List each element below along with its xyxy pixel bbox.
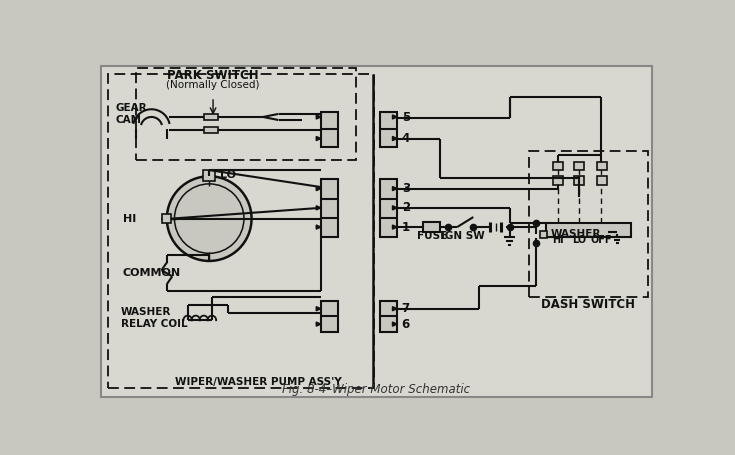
Polygon shape [392, 115, 397, 119]
Circle shape [167, 176, 251, 261]
Text: COMMON: COMMON [123, 268, 181, 278]
Bar [321, 301, 338, 332]
Text: WASHER: WASHER [551, 229, 600, 239]
Bar [553, 176, 564, 185]
Text: (Normally Closed): (Normally Closed) [166, 81, 259, 91]
Text: FUSE: FUSE [417, 231, 447, 241]
Bar [423, 222, 440, 232]
Text: 7: 7 [402, 302, 410, 315]
Polygon shape [392, 225, 397, 229]
Bar [321, 112, 338, 147]
Text: DASH SWITCH: DASH SWITCH [541, 298, 635, 311]
Bar [546, 223, 631, 237]
Bar [574, 162, 584, 170]
Polygon shape [316, 322, 321, 326]
Bar [204, 127, 218, 133]
Bar [597, 162, 606, 170]
Bar [553, 162, 564, 170]
Polygon shape [316, 187, 321, 191]
Bar [597, 176, 606, 185]
Polygon shape [392, 136, 397, 141]
Text: 4: 4 [402, 132, 410, 145]
Text: PARK SWITCH: PARK SWITCH [168, 69, 259, 82]
Bar [528, 151, 648, 297]
Text: LO: LO [220, 170, 236, 180]
Polygon shape [392, 307, 397, 311]
Text: HI: HI [552, 235, 564, 245]
Polygon shape [316, 225, 321, 229]
Polygon shape [316, 136, 321, 141]
Text: LO: LO [572, 235, 586, 245]
Polygon shape [392, 206, 397, 210]
Text: 5: 5 [402, 111, 410, 124]
Text: HI: HI [123, 213, 136, 223]
Text: 6: 6 [402, 318, 410, 331]
Text: OFF: OFF [590, 235, 612, 245]
Polygon shape [392, 187, 397, 191]
Text: 3: 3 [402, 182, 410, 195]
Text: WIPER/WASHER PUMP ASS'Y: WIPER/WASHER PUMP ASS'Y [175, 377, 341, 387]
Text: WASHER
RELAY COIL: WASHER RELAY COIL [121, 307, 187, 329]
Polygon shape [316, 206, 321, 210]
Bar [574, 176, 584, 185]
Bar [107, 74, 374, 388]
Text: GEAR
CAM: GEAR CAM [115, 103, 147, 125]
Text: 2: 2 [402, 201, 410, 214]
Text: Fig. 8-4–Wiper Motor Schematic: Fig. 8-4–Wiper Motor Schematic [282, 383, 470, 396]
Text: IGN SW: IGN SW [442, 231, 485, 241]
Bar [204, 114, 218, 120]
Bar [136, 68, 356, 160]
Bar [380, 112, 397, 147]
Text: 1: 1 [402, 221, 410, 233]
Polygon shape [392, 322, 397, 326]
Bar [203, 170, 215, 181]
Bar [380, 301, 397, 332]
Bar [380, 179, 397, 237]
Polygon shape [316, 307, 321, 311]
Bar [539, 231, 548, 238]
Bar [321, 179, 338, 237]
Bar [162, 214, 171, 223]
Polygon shape [316, 115, 321, 119]
